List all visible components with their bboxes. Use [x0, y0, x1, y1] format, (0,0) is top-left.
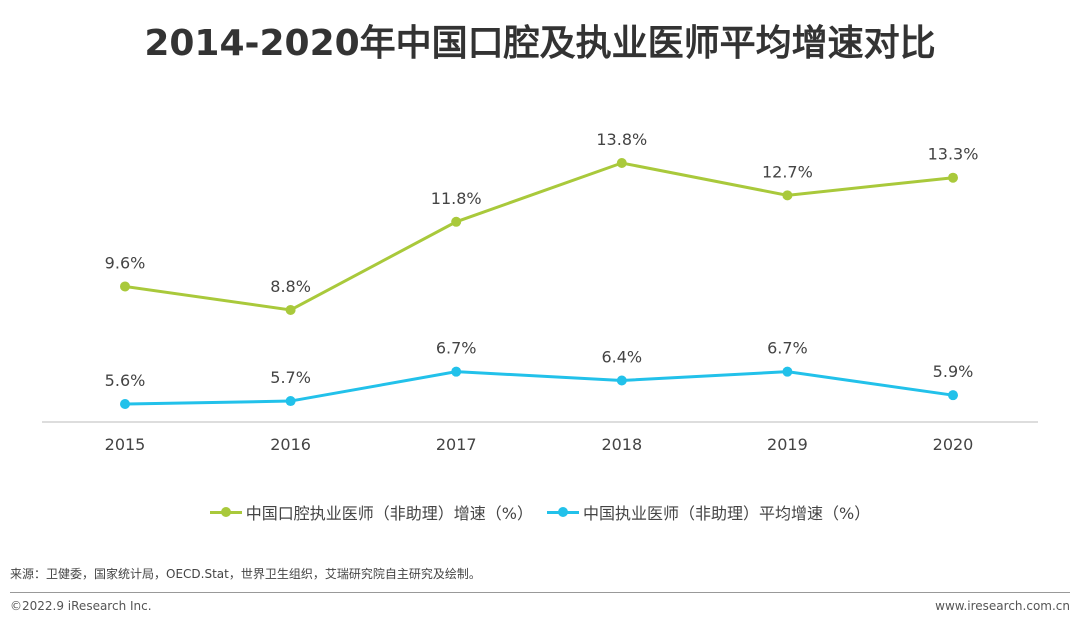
- data-point: [616, 158, 627, 169]
- data-point: [948, 390, 958, 401]
- data-label: 13.8%: [596, 130, 647, 149]
- source-note: 来源：卫健委，国家统计局，OECD.Stat，世界卫生组织，艾瑞研究院自主研究及…: [10, 567, 481, 581]
- data-label: 9.6%: [105, 253, 146, 272]
- legend-item-all-doctors: 中国执业医师（非助理）平均增速（%）: [547, 500, 870, 524]
- data-label: 6.4%: [601, 347, 642, 366]
- data-point: [451, 366, 462, 377]
- legend-item-dental: 中国口腔执业医师（非助理）增速（%）: [209, 500, 533, 524]
- data-label: 5.6%: [105, 371, 146, 390]
- x-tick-label: 2016: [270, 435, 311, 454]
- data-label: 8.8%: [270, 277, 311, 296]
- legend-label: 中国执业医师（非助理）平均增速（%）: [583, 504, 871, 523]
- data-point: [451, 216, 462, 227]
- data-point: [285, 304, 296, 315]
- footer-divider: [10, 592, 1070, 593]
- data-label: 5.9%: [933, 362, 974, 381]
- chart-title: 2014-2020年中国口腔及执业医师平均增速对比: [144, 23, 936, 64]
- data-point: [285, 396, 296, 407]
- data-label: 12.7%: [762, 162, 813, 181]
- x-tick-label: 2019: [767, 435, 808, 454]
- data-label: 6.7%: [436, 339, 477, 358]
- x-tick-label: 2020: [933, 435, 974, 454]
- data-point: [948, 172, 958, 183]
- copyright: ©2022.9 iResearch Inc.: [10, 599, 152, 613]
- data-label: 5.7%: [270, 368, 311, 387]
- data-point: [120, 399, 130, 409]
- legend-swatch-blue: [547, 507, 579, 517]
- data-label: 11.8%: [431, 189, 482, 208]
- data-label: 13.3%: [928, 145, 979, 164]
- data-point: [782, 190, 793, 201]
- legend: 中国口腔执业医师（非助理）增速（%） 中国执业医师（非助理）平均增速（%）: [0, 500, 1080, 524]
- series-line-1: [124, 370, 954, 406]
- series-line-0: [124, 161, 954, 312]
- legend-swatch-green: [209, 507, 242, 517]
- data-point: [782, 366, 793, 377]
- data-label: 6.7%: [767, 339, 808, 358]
- x-tick-label: 2017: [436, 435, 477, 454]
- x-tick-label: 2015: [105, 435, 146, 454]
- legend-label: 中国口腔执业医师（非助理）增速（%）: [245, 504, 533, 523]
- data-point: [120, 281, 130, 292]
- x-tick-label: 2018: [601, 435, 642, 454]
- data-point: [616, 375, 627, 386]
- website-link[interactable]: www.iresearch.com.cn: [935, 599, 1070, 613]
